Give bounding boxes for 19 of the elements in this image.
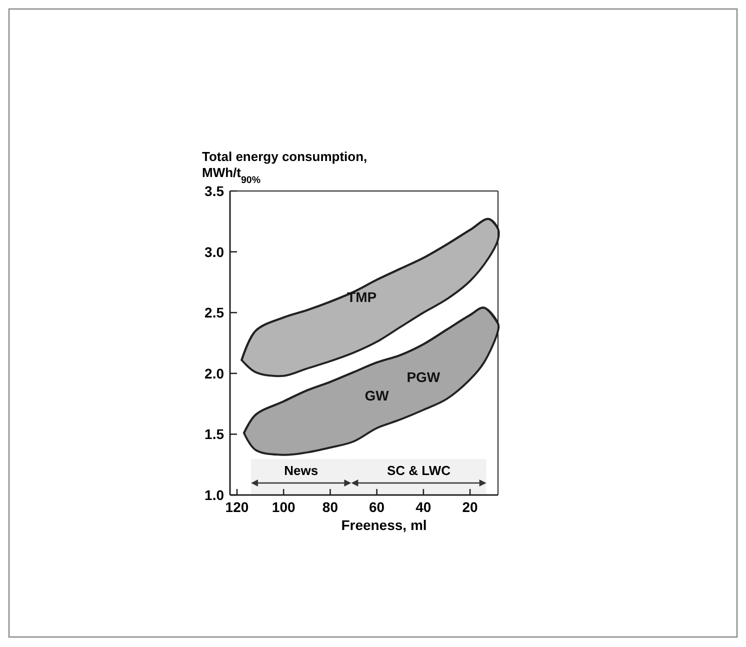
annotation: GW: [364, 387, 390, 404]
band-label: SC & LWC: [386, 463, 452, 478]
annotation: PGW: [406, 369, 441, 386]
y-tick-label: 3.0: [204, 244, 224, 260]
x-tick-label: 60: [369, 499, 385, 515]
y-tick-label: 2.0: [204, 365, 224, 382]
x-tick-label: 20: [462, 499, 478, 515]
x-tick-label: 40: [416, 499, 432, 515]
x-tick-label: 120: [225, 499, 249, 515]
y-tick-label: 2.5: [204, 304, 224, 321]
band-label: News: [284, 463, 318, 478]
y-tick-label: 1.0: [204, 487, 224, 503]
y-tick-label: 3.5: [204, 183, 224, 199]
y-tick-label: 1.5: [204, 426, 224, 442]
x-tick-label: 80: [322, 499, 338, 515]
series-label: TMP: [347, 288, 377, 305]
x-tick-label: 100: [272, 499, 296, 515]
x-axis-title: Freeness, ml: [341, 517, 427, 533]
y-axis-title: Total energy consumption, MWh/t$_{90%}$: [202, 149, 368, 186]
